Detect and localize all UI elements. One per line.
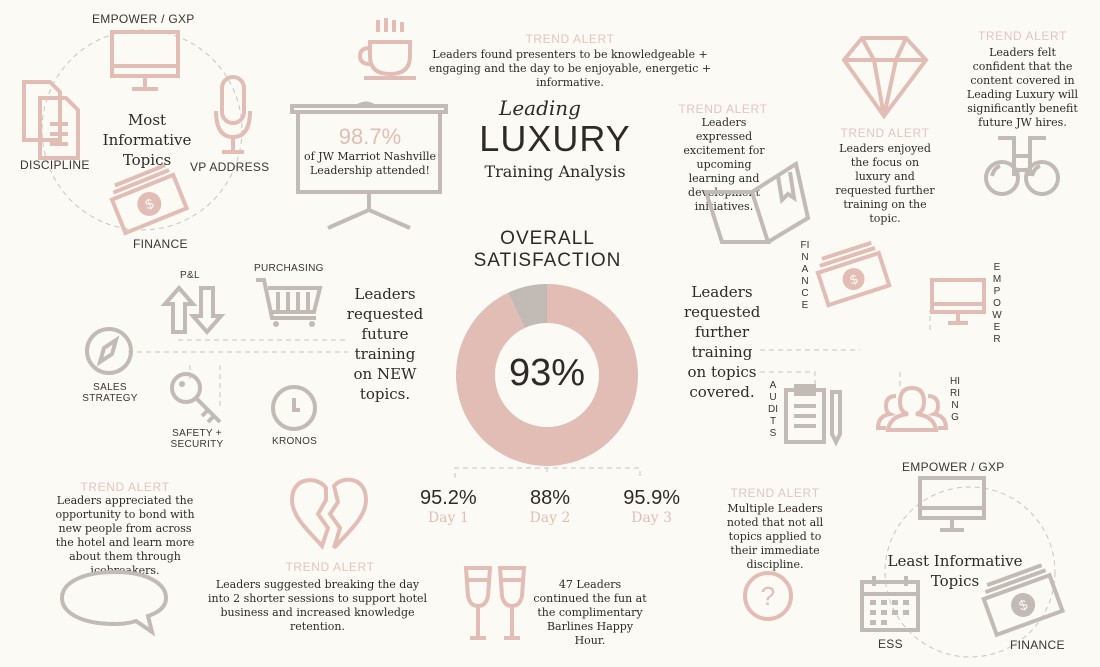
attendance-text: of JW Marriot Nashville <box>304 150 436 163</box>
satisfaction-title: OVERALL SATISFACTION <box>460 228 635 272</box>
topic-empower-gxp: EMPOWER / GXP <box>902 460 1005 474</box>
day-3: 95.9% Day 3 <box>623 487 680 526</box>
trend-alert-label: TREND ALERT <box>730 486 820 500</box>
title-line: SATISFACTION <box>473 250 622 271</box>
topic-pl: P&L <box>180 270 200 281</box>
covered-topics-text: Leaders requested further training on to… <box>684 283 761 401</box>
happy-hour-text: 47 Leaders continued the fun at the comp… <box>533 578 647 647</box>
day-2: 88% Day 2 <box>530 487 571 526</box>
microphone-icon <box>214 75 252 154</box>
trend-alert-label: TREND ALERT <box>840 126 930 140</box>
day-label: Day 2 <box>529 510 571 526</box>
trend-alert-label: TREND ALERT <box>285 560 375 574</box>
topic-finance: FINANCE <box>1010 638 1065 652</box>
topic-ess: ESS <box>878 637 903 651</box>
topic-purchasing: PURCHASING <box>254 263 324 274</box>
trend-alert-label: TREND ALERT <box>977 29 1068 43</box>
trend-alert-text: Leaders enjoyed the focus on luxury and … <box>835 142 935 225</box>
donut-slice-remaining <box>508 284 547 328</box>
monitor-icon <box>110 30 180 91</box>
trend-alert-text: Leaders expressed excitement for upcomin… <box>683 116 765 213</box>
monitor-icon <box>930 278 986 325</box>
trend-alert-text: Leaders suggested breaking the day into … <box>207 578 428 633</box>
satisfaction-donut <box>456 284 638 466</box>
day-label: Day 1 <box>427 510 469 526</box>
title-line: Topics <box>930 572 980 590</box>
champagne-glasses-icon <box>463 566 527 640</box>
topic-hiring-vertical: HIRING <box>950 376 960 423</box>
topic-empower-vertical: EMPOWER <box>992 262 1002 345</box>
money-icon: $ <box>815 240 892 308</box>
day-value: 95.2% <box>420 487 477 509</box>
title-main: LUXURY <box>479 118 631 159</box>
title-sub: Training Analysis <box>484 162 626 181</box>
topic-discipline: DISCIPLINE <box>20 158 90 172</box>
trend-alert-label: TREND ALERT <box>80 480 170 494</box>
coffee-cup-icon <box>357 18 416 80</box>
attendance-text: Leadership attended! <box>310 164 430 177</box>
most-informative-title: Most Informative Topics <box>82 110 212 170</box>
shopping-cart-icon <box>256 278 323 327</box>
topic-empower-gxp: EMPOWER / GXP <box>92 12 195 26</box>
day-value: 95.9% <box>623 487 680 509</box>
title-line: Topics <box>122 151 172 169</box>
clock-icon <box>271 385 317 431</box>
money-icon: $ <box>109 163 190 236</box>
up-down-arrows-icon <box>160 284 226 336</box>
trend-alert-text: Leaders felt confident that the content … <box>966 46 1079 129</box>
trend-alert-text: Leaders found presenters to be knowledge… <box>428 48 712 89</box>
title-line: Least Informative <box>887 552 1023 570</box>
title-line: Most Informative <box>102 111 192 149</box>
satisfaction-value: 93% <box>508 352 586 394</box>
topic-safety-security: SAFETY + SECURITY <box>170 428 224 450</box>
donut-slice-satisfied <box>456 284 638 466</box>
trend-alert-label: TREND ALERT <box>678 102 768 116</box>
trend-alert-text: Leaders appreciated the opportunity to b… <box>55 494 195 577</box>
binoculars-icon <box>984 136 1060 196</box>
least-informative-title: Least Informative Topics <box>885 551 1025 591</box>
calendar-icon <box>860 576 920 632</box>
topic-kronos: KRONOS <box>272 436 318 447</box>
projector-screen-icon <box>290 101 448 230</box>
page-title: Leading LUXURY Training Analysis <box>460 96 650 181</box>
book-icon <box>703 160 811 244</box>
question-mark-icon: ? <box>743 571 793 621</box>
money-icon: $ <box>981 563 1066 638</box>
monitor-icon <box>918 476 986 532</box>
topic-sales-strategy: SALES STRATEGY <box>82 382 138 404</box>
trend-alert-label: TREND ALERT <box>525 32 615 46</box>
people-icon <box>875 385 949 432</box>
topic-audits-vertical: AUDITS <box>768 380 778 439</box>
topic-finance: FINANCE <box>133 237 188 251</box>
day-1: 95.2% Day 1 <box>420 487 477 526</box>
topic-finance-vertical: FINANCE <box>800 240 810 311</box>
title-line: OVERALL <box>500 228 595 249</box>
documents-icon <box>22 80 80 160</box>
speech-bubble-icon <box>59 569 169 637</box>
title-script: Leading <box>499 96 581 120</box>
key-icon <box>170 372 222 424</box>
broken-heart-icon <box>289 477 369 551</box>
svg-text:?: ? <box>761 581 775 611</box>
attendance-value: 98.7% <box>338 124 402 149</box>
new-topics-text: Leaders requested future training on NEW… <box>346 285 424 403</box>
diamond-icon <box>841 36 929 120</box>
compass-icon <box>85 327 133 375</box>
day-breakdown: 95.2% Day 1 88% Day 2 95.9% Day 3 <box>420 487 680 526</box>
topic-vp-address: VP ADDRESS <box>190 160 270 174</box>
attendance-block: 98.7% of JW Marriot Nashville Leadership… <box>300 124 440 178</box>
trend-alert-text: Multiple Leaders noted that not all topi… <box>726 502 824 571</box>
day-value: 88% <box>529 487 571 509</box>
clipboard-icon <box>784 384 842 447</box>
day-label: Day 3 <box>631 510 673 526</box>
